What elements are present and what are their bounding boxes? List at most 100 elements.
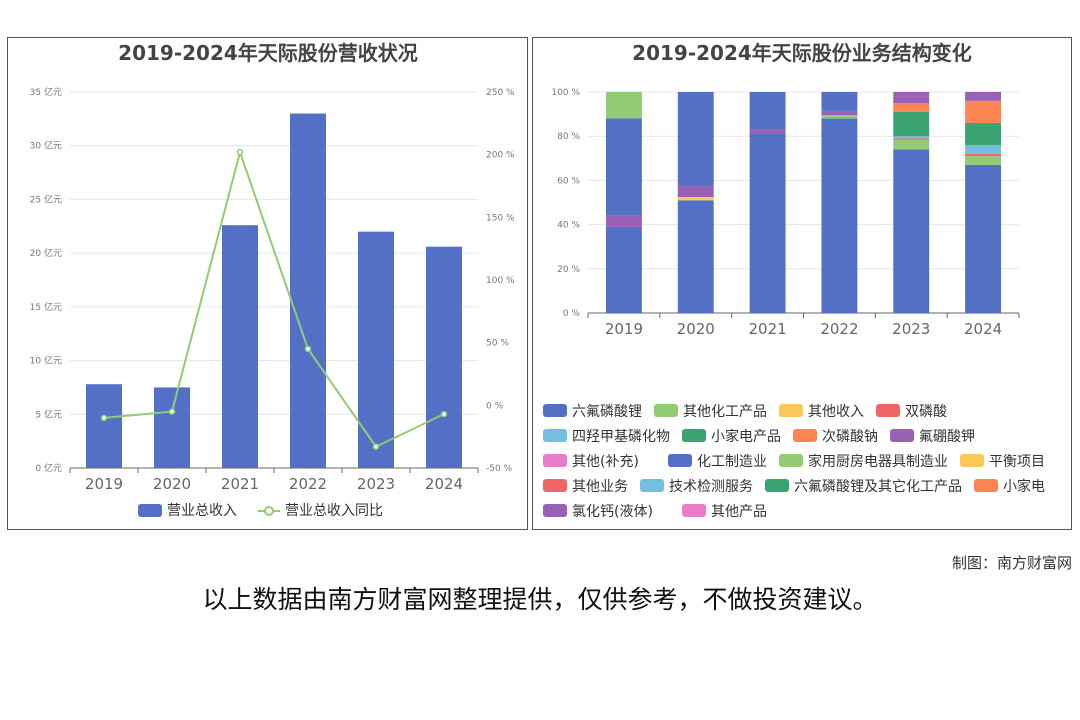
x-tick-label: 2020 bbox=[677, 320, 715, 338]
segment-2024 bbox=[965, 122, 1002, 146]
legend-swatch bbox=[543, 429, 567, 442]
legend-label: 小家电产品 bbox=[711, 428, 781, 445]
segment-2022 bbox=[821, 115, 858, 119]
legend-swatch bbox=[876, 404, 900, 417]
segment-2020 bbox=[677, 200, 714, 313]
legend-swatch bbox=[974, 479, 998, 492]
bar-2023 bbox=[357, 231, 395, 468]
growth-point-2020 bbox=[168, 408, 176, 415]
segment-2019 bbox=[605, 215, 642, 227]
bar-2024 bbox=[425, 246, 463, 468]
x-tick-label: 2024 bbox=[425, 475, 463, 493]
x-tick-label: 2019 bbox=[85, 475, 123, 493]
segment-2019 bbox=[605, 118, 642, 216]
growth-point-2023 bbox=[372, 443, 380, 450]
growth-line bbox=[103, 148, 445, 448]
legend-swatch bbox=[654, 404, 678, 417]
legend-label: 营业总收入同比 bbox=[285, 503, 383, 519]
growth-point-2024 bbox=[440, 410, 448, 418]
y-left-tick-label: 10 亿元 bbox=[30, 355, 62, 367]
segment-2023 bbox=[893, 92, 930, 97]
y-right-tick-label: 150 % bbox=[486, 213, 515, 223]
x-tick-label: 2020 bbox=[153, 475, 191, 493]
y-tick-label: 40 % bbox=[557, 221, 580, 231]
segment-2024 bbox=[965, 100, 1002, 123]
y-left-tick-label: 35 亿元 bbox=[30, 86, 62, 98]
x-tick-label: 2022 bbox=[289, 475, 327, 493]
segment-2024 bbox=[965, 156, 1002, 165]
x-tick-label: 2021 bbox=[221, 475, 259, 493]
x-tick-label: 2022 bbox=[820, 320, 858, 338]
chart-title: 2019-2024年天际股份业务结构变化 bbox=[632, 41, 972, 65]
y-tick-label: 60 % bbox=[557, 176, 580, 186]
y-right-tick-label: 100 % bbox=[486, 276, 515, 286]
legend-label: 其他(补充) bbox=[572, 454, 639, 470]
y-left-tick-label: 5 亿元 bbox=[35, 408, 62, 420]
growth-point-2019 bbox=[100, 414, 108, 422]
legend-swatch-point bbox=[264, 506, 274, 516]
legend-label: 次磷酸钠 bbox=[822, 429, 878, 445]
legend-label: 氯化钙(液体) bbox=[572, 504, 653, 520]
structure-chart-panel: 2019-2024年天际股份业务结构变化 0 % 20 % 40 % 60 % 80 % 1… bbox=[532, 37, 1072, 530]
legend-swatch bbox=[779, 454, 803, 467]
y-tick-label: 0 % bbox=[563, 309, 581, 319]
legend-swatch-bar bbox=[138, 504, 162, 517]
x-tick-label: 2024 bbox=[964, 320, 1002, 338]
legend-swatch bbox=[640, 479, 664, 492]
bar-2021 bbox=[221, 225, 259, 468]
disclaimer-text: 以上数据由南方财富网整理提供，仅供参考，不做投资建议。 bbox=[202, 585, 878, 614]
growth-point-2022 bbox=[304, 345, 312, 353]
legend-swatch bbox=[682, 429, 706, 442]
legend-swatch bbox=[543, 504, 567, 517]
revenue-chart: 2019-2024年天际股份营收状况 0 亿元 5 亿元 10 亿元 15 亿元 20 亿… bbox=[30, 41, 515, 519]
legend-swatch bbox=[543, 404, 567, 417]
y-left-tick-label: 0 亿元 bbox=[35, 462, 62, 474]
structure-chart: 2019-2024年天际股份业务结构变化 0 % 20 % 40 % 60 % 80 % 1… bbox=[543, 41, 1045, 520]
legend-label: 营业总收入 bbox=[167, 503, 237, 519]
x-tick-label: 2023 bbox=[892, 320, 930, 338]
segment-2021 bbox=[749, 129, 786, 134]
growth-point-2021 bbox=[236, 148, 244, 156]
segment-2023 bbox=[893, 96, 930, 104]
legend-swatch bbox=[793, 429, 817, 442]
segment-2022 bbox=[821, 92, 858, 111]
y-left-tick-label: 30 亿元 bbox=[30, 140, 62, 152]
legend-swatch bbox=[960, 454, 984, 467]
segment-2023 bbox=[893, 138, 930, 140]
legend-swatch bbox=[682, 504, 706, 517]
legend-label: 其他收入 bbox=[808, 404, 864, 420]
segment-2020 bbox=[677, 196, 714, 201]
chart-title: 2019-2024年天际股份营收状况 bbox=[118, 41, 418, 65]
segment-2024 bbox=[965, 164, 1002, 313]
y-right-tick-label: 250 % bbox=[486, 88, 515, 98]
legend-label: 六氟磷酸锂 bbox=[572, 404, 642, 420]
segment-2023 bbox=[893, 103, 930, 112]
legend-label: 技术检测服务 bbox=[669, 479, 753, 495]
bar-2022 bbox=[289, 113, 327, 468]
segment-2022 bbox=[821, 118, 858, 314]
bar-2020 bbox=[153, 387, 191, 468]
legend-label: 其他化工产品 bbox=[683, 404, 767, 420]
legend-label: 氟硼酸钾 bbox=[919, 429, 975, 445]
legend-label: 其他业务 bbox=[572, 479, 628, 495]
legend-swatch bbox=[668, 454, 692, 467]
y-left-tick-label: 20 亿元 bbox=[30, 247, 62, 259]
segment-2022 bbox=[821, 110, 858, 116]
legend-label: 六氟磷酸锂及其它化工产品 bbox=[794, 478, 962, 495]
y-right-tick-label: 0 % bbox=[486, 401, 504, 411]
bar-2019 bbox=[85, 384, 123, 468]
x-tick-label: 2021 bbox=[748, 320, 786, 338]
segment-2020 bbox=[677, 92, 714, 186]
y-left-tick-label: 15 亿元 bbox=[30, 301, 62, 313]
y-right-tick-label: 50 % bbox=[486, 339, 509, 349]
y-tick-label: 100 % bbox=[551, 88, 580, 98]
legend-label: 其他产品 bbox=[711, 504, 767, 520]
legend-label: 家用厨房电器具制造业 bbox=[808, 453, 948, 470]
segment-2024 bbox=[965, 92, 1002, 101]
segment-2021 bbox=[749, 133, 786, 313]
segment-2019 bbox=[605, 92, 642, 119]
legend-swatch bbox=[765, 479, 789, 492]
y-left-tick-label: 25 亿元 bbox=[30, 193, 62, 205]
legend-swatch bbox=[890, 429, 914, 442]
x-tick-label: 2023 bbox=[357, 475, 395, 493]
